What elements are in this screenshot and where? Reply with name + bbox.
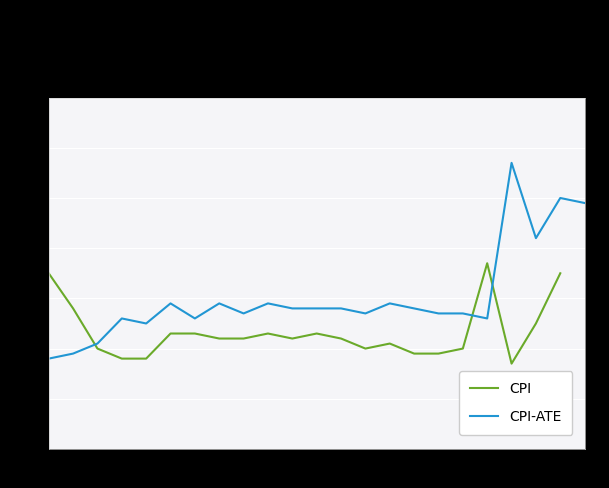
CPI	[435, 351, 442, 357]
CPI-ATE	[167, 301, 174, 306]
CPI-ATE	[410, 305, 418, 311]
CPI	[264, 330, 272, 336]
CPI	[45, 270, 52, 276]
CPI-ATE	[143, 321, 150, 326]
CPI	[410, 351, 418, 357]
Legend: CPI, CPI-ATE: CPI, CPI-ATE	[459, 371, 572, 435]
CPI	[459, 346, 466, 351]
CPI-ATE	[459, 310, 466, 316]
CPI-ATE	[240, 310, 247, 316]
CPI	[557, 270, 564, 276]
CPI-ATE	[313, 305, 320, 311]
CPI	[216, 336, 223, 342]
Line: CPI-ATE: CPI-ATE	[49, 163, 585, 359]
CPI-ATE	[69, 351, 77, 357]
CPI-ATE	[557, 195, 564, 201]
CPI-ATE	[216, 301, 223, 306]
CPI	[337, 336, 345, 342]
CPI	[191, 330, 199, 336]
CPI-ATE	[289, 305, 296, 311]
CPI-ATE	[435, 310, 442, 316]
CPI	[118, 356, 125, 362]
CPI-ATE	[337, 305, 345, 311]
CPI	[289, 336, 296, 342]
CPI	[240, 336, 247, 342]
CPI-ATE	[264, 301, 272, 306]
CPI-ATE	[484, 316, 491, 322]
CPI	[484, 260, 491, 266]
CPI-ATE	[386, 301, 393, 306]
CPI-ATE	[362, 310, 369, 316]
CPI-ATE	[191, 316, 199, 322]
Line: CPI: CPI	[49, 263, 560, 364]
CPI-ATE	[581, 200, 588, 206]
CPI	[94, 346, 101, 351]
CPI	[386, 341, 393, 346]
CPI-ATE	[118, 316, 125, 322]
CPI-ATE	[94, 341, 101, 346]
CPI	[508, 361, 515, 366]
CPI-ATE	[532, 235, 540, 241]
CPI	[362, 346, 369, 351]
CPI	[167, 330, 174, 336]
CPI-ATE	[45, 356, 52, 362]
CPI-ATE	[508, 160, 515, 166]
CPI	[143, 356, 150, 362]
CPI	[69, 305, 77, 311]
CPI	[532, 321, 540, 326]
CPI	[313, 330, 320, 336]
